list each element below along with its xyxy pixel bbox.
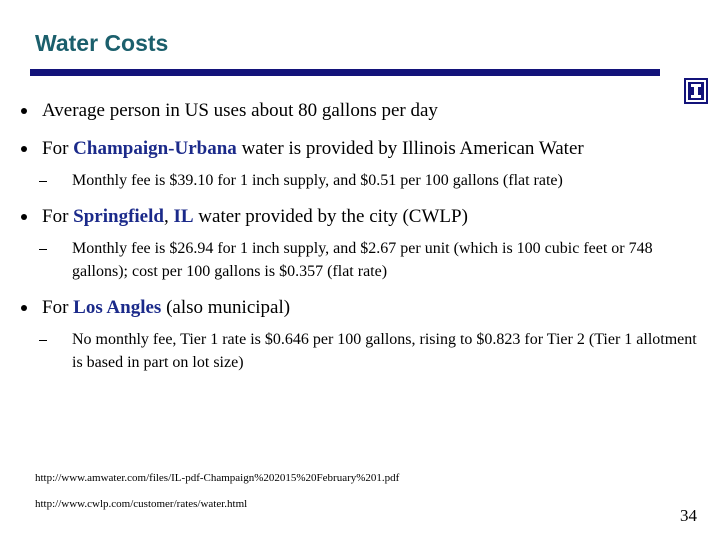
bullet-text: water is provided by Illinois American W…: [236, 138, 584, 159]
title-bar: [30, 69, 660, 76]
bullet: Average person in US uses about 80 gallo…: [21, 98, 702, 124]
bullet-text: (also municipal): [161, 297, 291, 318]
sub-bullet: No monthly fee, Tier 1 rate is $0.646 pe…: [39, 328, 707, 374]
bullet: For Springfield, IL water provided by th…: [21, 204, 702, 230]
reference-link: http://www.cwlp.com/customer/rates/water…: [35, 498, 248, 510]
slide-title: Water Costs: [35, 30, 169, 56]
sub-bullet-text: No monthly fee, Tier 1 rate is $0.646 pe…: [72, 331, 697, 371]
bullet: For Champaign-Urbana water is provided b…: [21, 136, 702, 162]
sub-bullet-text: Monthly fee is $26.94 for 1 inch supply,…: [72, 240, 653, 280]
bullet-marker: [21, 108, 27, 114]
reference-link: http://www.amwater.com/files/IL-pdf-Cham…: [35, 472, 400, 484]
bullet-text: Average person in US uses about 80 gallo…: [42, 100, 438, 121]
sub-bullet: Monthly fee is $26.94 for 1 inch supply,…: [39, 237, 707, 283]
highlight-text: Los Angles: [73, 297, 162, 318]
page-number: 34: [680, 506, 697, 525]
bullet-marker: [21, 214, 27, 220]
sub-bullet: Monthly fee is $39.10 for 1 inch supply,…: [39, 169, 707, 192]
bullet-text: ,: [163, 206, 174, 227]
bullet-text: For: [42, 206, 74, 227]
bullet-text: For: [42, 138, 74, 159]
highlight-text: Champaign-Urbana: [73, 138, 237, 159]
dash-marker: [39, 181, 47, 182]
bullet: For Los Angles (also municipal): [21, 295, 702, 321]
highlight-text: Springfield: [73, 206, 164, 227]
bullet-list: Average person in US uses about 80 gallo…: [0, 98, 720, 374]
bullet-text: For: [42, 297, 74, 318]
bullet-marker: [21, 305, 27, 311]
bullet-marker: [21, 146, 27, 152]
bullet-text: water provided by the city (CWLP): [193, 206, 468, 227]
highlight-text: IL: [173, 206, 194, 227]
dash-marker: [39, 249, 47, 250]
logo: [684, 78, 708, 104]
sub-bullet-text: Monthly fee is $39.10 for 1 inch supply,…: [72, 172, 563, 189]
dash-marker: [39, 340, 47, 341]
